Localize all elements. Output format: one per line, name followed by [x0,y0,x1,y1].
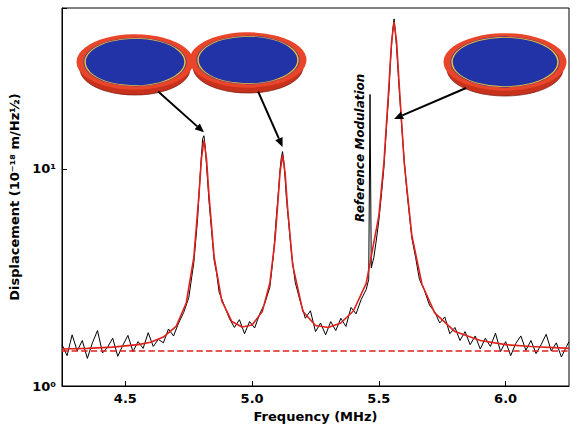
svg-text:5.0: 5.0 [241,391,264,406]
svg-text:6.0: 6.0 [494,391,517,406]
svg-text:Reference Modulation: Reference Modulation [353,74,367,222]
svg-text:10¹: 10¹ [32,161,56,176]
svg-text:5.5: 5.5 [367,391,390,406]
svg-text:4.5: 4.5 [114,391,137,406]
svg-text:Frequency (MHz): Frequency (MHz) [254,409,378,424]
svg-text:Displacement (10⁻¹⁸ m/Hz½): Displacement (10⁻¹⁸ m/Hz½) [7,93,22,300]
svg-text:10⁰: 10⁰ [32,379,56,394]
